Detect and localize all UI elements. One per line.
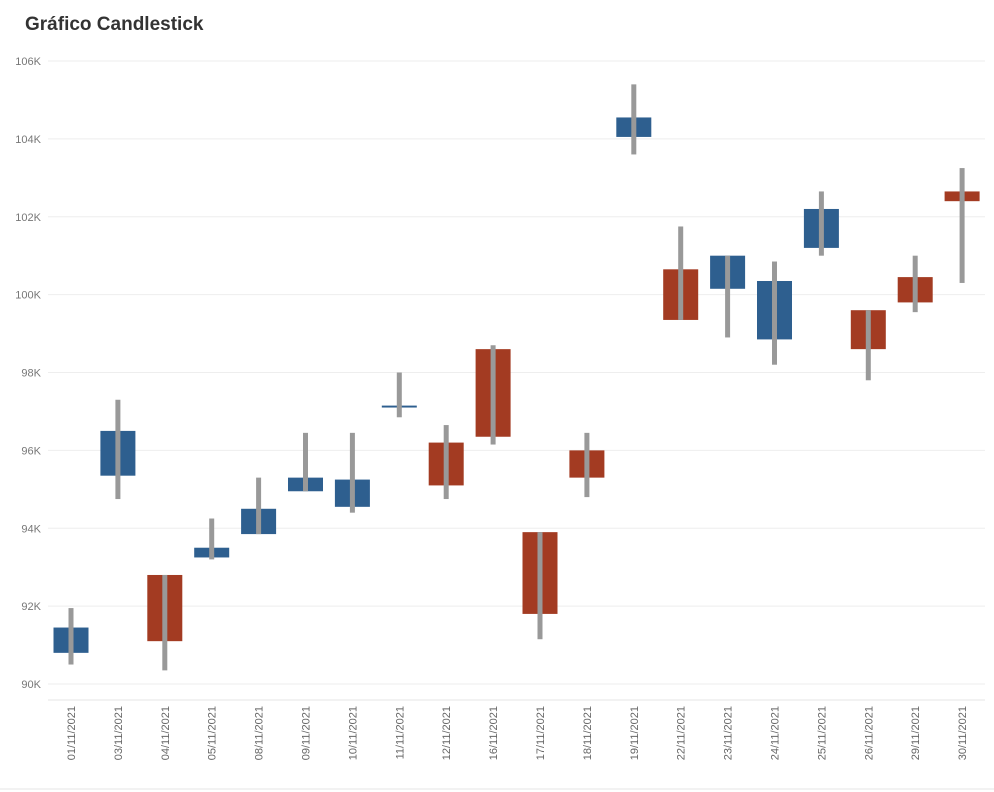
candle-wick xyxy=(209,518,215,560)
x-tick-label: 05/11/2021 xyxy=(207,706,219,760)
candle-wick xyxy=(396,372,402,418)
x-tick-label: 03/11/2021 xyxy=(113,706,125,760)
candle xyxy=(710,255,746,338)
candle-wick xyxy=(631,84,637,155)
candle-wick xyxy=(959,168,965,283)
candle-wick xyxy=(537,532,543,640)
candle-wick xyxy=(349,432,355,513)
candle-wick xyxy=(68,608,74,665)
y-tick-label: 92K xyxy=(21,601,41,613)
x-axis: 01/11/2021 03/11/2021 04/11/2021 05/11/2021… xyxy=(66,706,969,760)
x-tick-label: 12/11/2021 xyxy=(441,706,453,760)
candle xyxy=(663,226,699,320)
candle-wick xyxy=(678,226,684,320)
candle xyxy=(616,84,652,155)
x-tick-label: 19/11/2021 xyxy=(629,706,641,760)
candle-wick xyxy=(584,432,590,498)
x-tick-label: 18/11/2021 xyxy=(582,706,594,760)
candle xyxy=(803,191,839,256)
candle xyxy=(475,345,511,445)
candle-wick xyxy=(256,477,262,535)
candle-wick xyxy=(865,310,871,381)
candle xyxy=(428,425,464,500)
candle-wick xyxy=(162,574,168,671)
candle-wick xyxy=(490,345,496,445)
x-tick-label: 08/11/2021 xyxy=(254,706,266,760)
x-tick-label: 04/11/2021 xyxy=(160,706,172,760)
candle xyxy=(334,432,370,513)
candle-wick xyxy=(303,432,308,492)
candle xyxy=(757,261,792,365)
x-tick-label: 16/11/2021 xyxy=(488,706,500,760)
x-tick-label: 10/11/2021 xyxy=(347,706,359,760)
x-tick-label: 23/11/2021 xyxy=(723,706,735,760)
y-tick-label: 100K xyxy=(15,290,41,302)
x-tick-label: 25/11/2021 xyxy=(816,706,828,760)
x-tick-label: 22/11/2021 xyxy=(676,706,688,760)
x-tick-label: 11/11/2021 xyxy=(394,706,406,759)
y-tick-label: 104K xyxy=(15,134,41,146)
y-axis: 90K 92K 94K 96K 98K 100K 102K 104K 106K xyxy=(15,56,41,691)
candle xyxy=(100,399,136,500)
chart-title: Gráfico Candlestick xyxy=(25,14,204,35)
candle xyxy=(897,255,933,313)
x-tick-label: 09/11/2021 xyxy=(301,706,313,760)
candle xyxy=(241,477,277,535)
x-tick-label: 17/11/2021 xyxy=(535,706,547,760)
candle xyxy=(194,518,230,560)
y-tick-label: 102K xyxy=(15,212,41,224)
candle xyxy=(944,168,980,283)
candle xyxy=(147,574,183,671)
candle-wick xyxy=(818,191,824,256)
candle xyxy=(850,310,886,381)
candle-wick xyxy=(725,255,731,338)
candle-wick xyxy=(115,399,121,500)
candle-wick xyxy=(772,261,777,365)
candles-layer xyxy=(53,84,980,671)
y-tick-label: 106K xyxy=(15,56,41,68)
y-tick-label: 98K xyxy=(21,368,41,380)
candle xyxy=(381,372,417,418)
candle xyxy=(53,608,89,665)
x-tick-label: 26/11/2021 xyxy=(863,706,875,760)
y-tick-label: 96K xyxy=(21,445,41,457)
x-tick-label: 30/11/2021 xyxy=(957,706,969,760)
candle-wick xyxy=(912,255,918,313)
candle xyxy=(522,532,558,640)
candle xyxy=(569,432,605,498)
y-tick-label: 94K xyxy=(21,523,41,535)
candle-wick xyxy=(443,425,449,500)
candle xyxy=(288,432,323,492)
x-tick-label: 29/11/2021 xyxy=(910,706,922,760)
y-tick-label: 90K xyxy=(21,679,41,691)
x-tick-label: 24/11/2021 xyxy=(770,706,782,760)
x-tick-label: 01/11/2021 xyxy=(66,706,78,760)
